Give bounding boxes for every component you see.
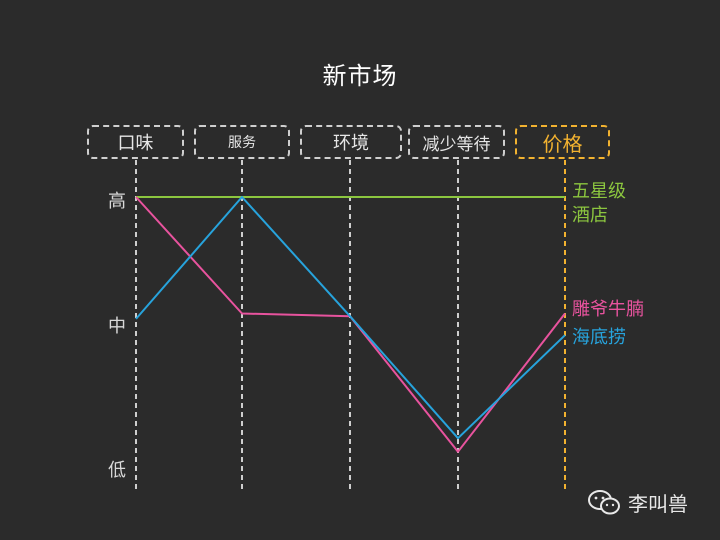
y-level-mid: 中 — [108, 316, 126, 337]
y-level-low: 低 — [108, 460, 126, 481]
series-label-haidilao: 海底捞 — [572, 327, 626, 348]
category-box-service: 服务 — [194, 125, 290, 159]
category-box-taste: 口味 — [87, 125, 184, 159]
watermark-text: 李叫兽 — [628, 492, 688, 516]
chart-title: 新市场 — [322, 62, 398, 90]
series-label-five-star-hotel: 五星级 酒店 — [572, 181, 626, 226]
series-line-2 — [135, 196, 566, 440]
series-label-diaoye: 雕爷牛腩 — [572, 299, 644, 320]
y-level-high: 高 — [108, 191, 126, 212]
category-box-environment: 环境 — [300, 125, 402, 159]
watermark: 李叫兽 — [588, 488, 688, 517]
wechat-icon — [588, 489, 620, 514]
category-box-less-waiting: 减少等待 — [408, 125, 505, 159]
category-box-price: 价格 — [515, 125, 610, 159]
